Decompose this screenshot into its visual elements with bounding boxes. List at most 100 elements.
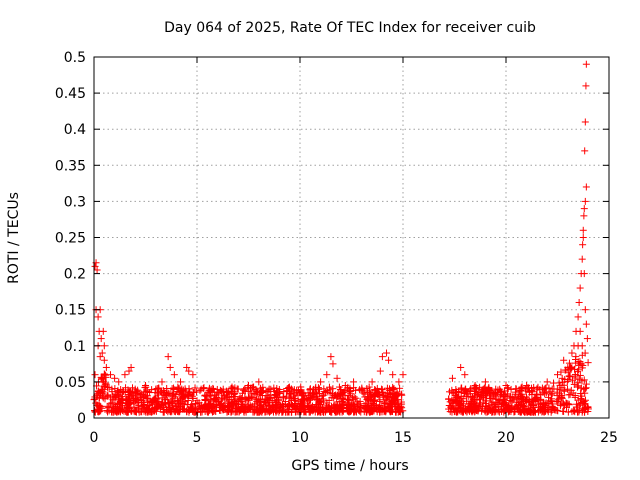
data-point [305,408,313,416]
data-point [196,387,204,395]
data-point [158,378,166,386]
data-point [99,327,107,335]
data-point [95,401,103,409]
data-point [102,363,110,371]
data-point [109,392,117,400]
data-point [378,385,386,393]
data-point [579,226,587,234]
data-point [448,374,456,382]
y-tick-label: 0.45 [55,86,86,102]
data-point [94,313,102,321]
data-point [461,371,469,379]
data-point [100,342,108,350]
data-point [369,391,377,399]
data-point [581,197,589,205]
data-point [457,363,465,371]
x-tick-label: 25 [600,430,618,446]
y-tick-label: 0.15 [55,303,86,319]
data-point [583,335,591,343]
data-point [579,241,587,249]
x-tick-label: 5 [193,430,202,446]
data-point [121,371,129,379]
data-point [178,393,186,401]
data-point [397,390,405,398]
chart-title: Day 064 of 2025, Rate Of TEC Index for r… [164,20,536,36]
data-point [337,403,345,411]
data-point [183,401,191,409]
data-point [365,388,373,396]
data-point [399,371,407,379]
x-tick-label: 15 [394,430,412,446]
y-tick-label: 0 [77,411,86,427]
x-tick-label: 0 [90,430,99,446]
data-point [304,389,312,397]
data-point [383,349,391,357]
data-point [580,212,588,220]
data-point [164,353,172,361]
data-point [327,353,335,361]
data-point [378,353,386,361]
data-point [255,378,263,386]
data-point [350,393,358,401]
data-point [200,384,208,392]
data-point [203,392,211,400]
data-point [350,378,358,386]
data-point [581,306,589,314]
y-tick-label: 0.2 [64,267,86,283]
grid-lines [94,57,609,418]
data-point [166,363,174,371]
data-point [395,378,403,386]
data-point [323,371,331,379]
data-point [580,270,588,278]
data-point [100,370,108,378]
data-point [96,402,104,410]
data-point [115,378,123,386]
data-point [240,386,248,394]
data-point [320,385,328,393]
data-point [111,374,119,382]
data-point [579,234,587,241]
x-tick-label: 20 [497,430,515,446]
data-point [333,374,341,382]
data-point [580,205,588,213]
data-point [103,391,111,399]
data-point [193,388,201,396]
data-point [576,284,584,292]
y-tick-label: 0.05 [55,375,86,391]
data-point [133,389,141,397]
data-point [105,384,113,392]
data-point [543,378,551,386]
data-point [191,384,199,392]
data-point [574,313,582,321]
data-point [582,60,590,68]
data-point [581,384,589,392]
data-point [100,356,108,364]
data-point [576,327,584,335]
data-point [385,356,393,364]
data-point [305,403,313,411]
data-point [581,147,589,155]
data-point [582,82,590,90]
data-band [90,349,592,416]
data-point [578,255,586,263]
data-point [575,298,583,306]
data-point [574,342,582,350]
data-point [581,118,589,126]
data-point [153,395,161,403]
data-point [568,349,576,357]
data-point [170,371,178,379]
data-point [247,393,255,401]
y-tick-label: 0.5 [64,50,86,66]
y-axis-label: ROTI / TECUs [6,192,22,284]
y-tick-label: 0.3 [64,194,86,210]
data-point [159,404,167,412]
data-point [97,373,105,381]
data-point [184,391,192,399]
data-point [131,408,139,416]
data-point [379,391,387,399]
data-point [97,335,105,343]
data-point [91,371,99,379]
data-point [189,371,197,379]
data-point [138,390,146,398]
data-point [389,371,397,379]
